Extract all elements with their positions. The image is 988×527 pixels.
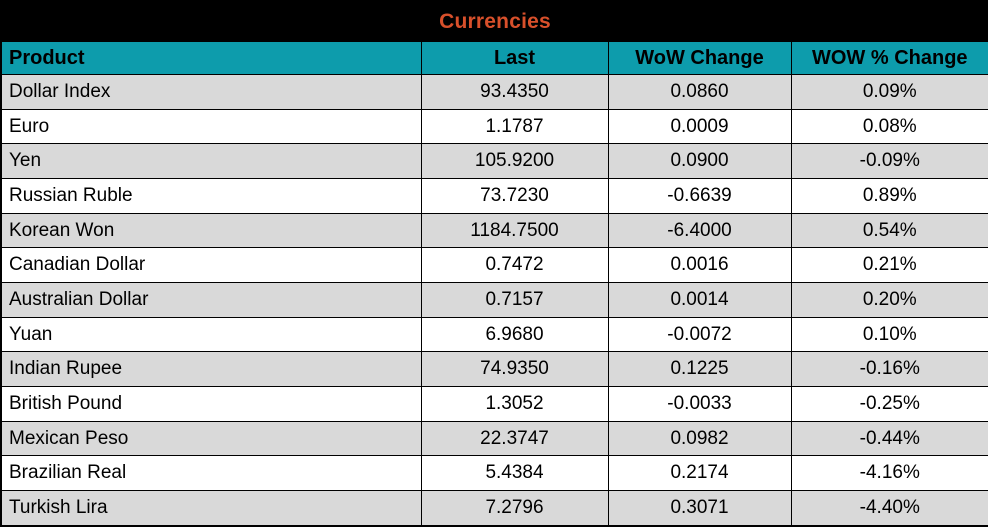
table-row: Yuan 6.9680 -0.0072 0.10% xyxy=(0,316,988,353)
cell-last: 5.4384 xyxy=(420,455,609,492)
cell-product: British Pound xyxy=(0,386,422,422)
table-row: Australian Dollar 0.7157 0.0014 0.20% xyxy=(0,282,988,318)
cell-last: 6.9680 xyxy=(420,316,609,353)
cell-wow-change: -0.6639 xyxy=(607,178,792,214)
column-header-product: Product xyxy=(0,41,422,75)
cell-product: Russian Ruble xyxy=(0,178,422,214)
cell-product: Canadian Dollar xyxy=(0,247,422,284)
cell-product: Indian Rupee xyxy=(0,351,422,388)
cell-last: 22.3747 xyxy=(420,420,609,457)
cell-last: 73.7230 xyxy=(420,178,609,214)
table-row: Euro 1.1787 0.0009 0.08% xyxy=(0,108,988,145)
cell-wow-pct-change: 0.20% xyxy=(790,282,988,318)
cell-wow-change: -0.0033 xyxy=(607,386,792,422)
table-row: Yen 105.9200 0.0900 -0.09% xyxy=(0,143,988,180)
cell-last: 1.3052 xyxy=(420,386,609,422)
cell-wow-change: 0.0860 xyxy=(607,74,792,110)
cell-last: 7.2796 xyxy=(420,490,609,527)
cell-wow-pct-change: 0.89% xyxy=(790,178,988,214)
cell-wow-pct-change: -4.16% xyxy=(790,455,988,492)
table-title: Currencies xyxy=(1,1,988,42)
cell-wow-pct-change: 0.21% xyxy=(790,247,988,284)
table-body: Dollar Index 93.4350 0.0860 0.09% Euro 1.1787… xyxy=(0,74,988,527)
column-header-last: Last xyxy=(420,41,609,75)
table-row: Turkish Lira 7.2796 0.3071 -4.40% xyxy=(0,490,988,527)
cell-product: Korean Won xyxy=(0,212,422,249)
cell-wow-pct-change: -0.09% xyxy=(790,143,988,180)
cell-wow-change: 0.0900 xyxy=(607,143,792,180)
table-row: Russian Ruble 73.7230 -0.6639 0.89% xyxy=(0,178,988,214)
cell-wow-change: 0.0014 xyxy=(607,282,792,318)
cell-wow-change: 0.0016 xyxy=(607,247,792,284)
cell-product: Dollar Index xyxy=(0,74,422,110)
column-header-wow-pct-change: WOW % Change xyxy=(790,41,988,75)
table-row: Brazilian Real 5.4384 0.2174 -4.16% xyxy=(0,455,988,492)
cell-wow-change: 0.2174 xyxy=(607,455,792,492)
cell-product: Yuan xyxy=(0,316,422,353)
cell-wow-pct-change: 0.08% xyxy=(790,108,988,145)
table-row: British Pound 1.3052 -0.0033 -0.25% xyxy=(0,386,988,422)
cell-product: Australian Dollar xyxy=(0,282,422,318)
table-title-row: Currencies xyxy=(1,1,988,42)
cell-last: 105.9200 xyxy=(420,143,609,180)
cell-wow-change: 0.1225 xyxy=(607,351,792,388)
cell-last: 1.1787 xyxy=(420,108,609,145)
cell-wow-pct-change: -0.44% xyxy=(790,420,988,457)
cell-wow-change: -0.0072 xyxy=(607,316,792,353)
table-row: Mexican Peso 22.3747 0.0982 -0.44% xyxy=(0,420,988,457)
table-row: Canadian Dollar 0.7472 0.0016 0.21% xyxy=(0,247,988,284)
column-header-wow-change: WoW Change xyxy=(607,41,792,75)
cell-wow-pct-change: -0.16% xyxy=(790,351,988,388)
table-row: Indian Rupee 74.9350 0.1225 -0.16% xyxy=(0,351,988,388)
cell-last: 74.9350 xyxy=(420,351,609,388)
cell-wow-change: 0.0982 xyxy=(607,420,792,457)
cell-wow-pct-change: -4.40% xyxy=(790,490,988,527)
cell-wow-pct-change: 0.09% xyxy=(790,74,988,110)
cell-wow-pct-change: 0.10% xyxy=(790,316,988,353)
cell-wow-pct-change: 0.54% xyxy=(790,212,988,249)
table-header-row: Product Last WoW Change WOW % Change xyxy=(0,41,988,75)
cell-product: Turkish Lira xyxy=(0,490,422,527)
cell-product: Yen xyxy=(0,143,422,180)
cell-product: Brazilian Real xyxy=(0,455,422,492)
cell-last: 0.7472 xyxy=(420,247,609,284)
cell-wow-change: -6.4000 xyxy=(607,212,792,249)
table-row: Dollar Index 93.4350 0.0860 0.09% xyxy=(0,74,988,110)
cell-product: Euro xyxy=(0,108,422,145)
cell-wow-change: 0.3071 xyxy=(607,490,792,527)
cell-last: 0.7157 xyxy=(420,282,609,318)
cell-wow-pct-change: -0.25% xyxy=(790,386,988,422)
table-row: Korean Won 1184.7500 -6.4000 0.54% xyxy=(0,212,988,249)
cell-last: 1184.7500 xyxy=(420,212,609,249)
cell-wow-change: 0.0009 xyxy=(607,108,792,145)
cell-last: 93.4350 xyxy=(420,74,609,110)
cell-product: Mexican Peso xyxy=(0,420,422,457)
